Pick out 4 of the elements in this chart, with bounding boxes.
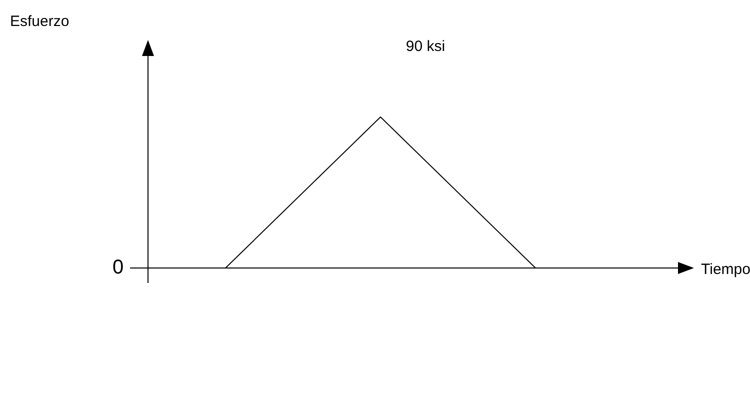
text: 0 [112, 256, 124, 279]
x-axis-title: Tiempo [701, 261, 750, 278]
text: Esfuerzo [10, 13, 70, 30]
text: 90 ksi [406, 38, 446, 56]
